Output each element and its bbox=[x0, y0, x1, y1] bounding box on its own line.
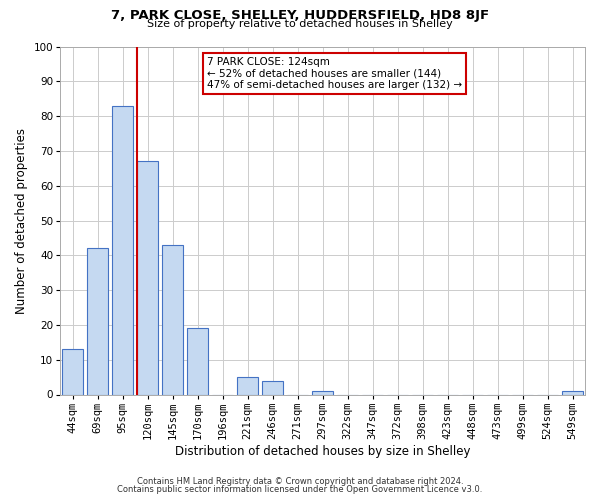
Text: 7, PARK CLOSE, SHELLEY, HUDDERSFIELD, HD8 8JF: 7, PARK CLOSE, SHELLEY, HUDDERSFIELD, HD… bbox=[111, 9, 489, 22]
Bar bbox=[187, 328, 208, 394]
Text: 7 PARK CLOSE: 124sqm
← 52% of detached houses are smaller (144)
47% of semi-deta: 7 PARK CLOSE: 124sqm ← 52% of detached h… bbox=[207, 57, 462, 90]
Text: Contains public sector information licensed under the Open Government Licence v3: Contains public sector information licen… bbox=[118, 484, 482, 494]
Text: Size of property relative to detached houses in Shelley: Size of property relative to detached ho… bbox=[147, 19, 453, 29]
Bar bbox=[162, 245, 183, 394]
X-axis label: Distribution of detached houses by size in Shelley: Distribution of detached houses by size … bbox=[175, 444, 470, 458]
Bar bbox=[312, 391, 333, 394]
Text: Contains HM Land Registry data © Crown copyright and database right 2024.: Contains HM Land Registry data © Crown c… bbox=[137, 477, 463, 486]
Bar bbox=[87, 248, 108, 394]
Bar bbox=[237, 377, 258, 394]
Y-axis label: Number of detached properties: Number of detached properties bbox=[15, 128, 28, 314]
Bar bbox=[137, 162, 158, 394]
Bar bbox=[262, 380, 283, 394]
Bar bbox=[112, 106, 133, 395]
Bar bbox=[62, 350, 83, 395]
Bar bbox=[562, 391, 583, 394]
